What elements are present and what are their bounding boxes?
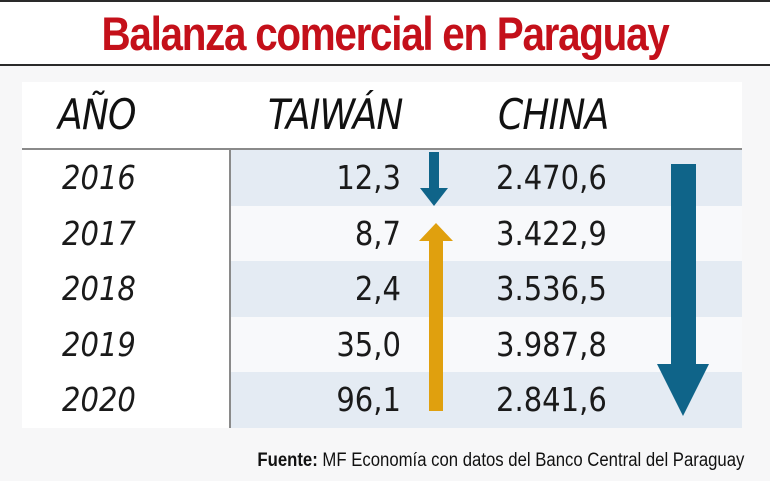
- table-row: 2017 8,7 3.422,9: [22, 205, 742, 262]
- china-cell: 2.841,6: [496, 380, 607, 420]
- china-cell: 3.536,5: [496, 269, 607, 309]
- taiwan-cell: 8,7: [354, 213, 401, 253]
- source-note: Fuente: MF Economía con datos del Banco …: [257, 450, 744, 472]
- year-cell: 2020: [62, 380, 136, 420]
- table-row: 2020 96,1 2.841,6: [22, 372, 742, 428]
- year-cell: 2017: [62, 213, 136, 253]
- column-header-taiwan: TAIWÁN: [268, 90, 403, 139]
- china-cell: 3.422,9: [496, 213, 607, 253]
- title-bar: Balanza comercial en Paraguay: [0, 0, 770, 66]
- arrow-up-icon: [419, 223, 453, 411]
- column-header-china: CHINA: [498, 90, 609, 139]
- source-text: MF Economía con datos del Banco Central …: [317, 450, 744, 471]
- page-title: Balanza comercial en Paraguay: [101, 7, 670, 60]
- source-label: Fuente:: [257, 450, 318, 471]
- taiwan-cell: 2,4: [354, 269, 401, 309]
- china-cell: 2.470,6: [496, 158, 607, 197]
- year-cell: 2018: [62, 269, 136, 309]
- arrow-down-icon: [420, 152, 448, 206]
- arrow-down-icon: [657, 164, 709, 416]
- taiwan-cell: 35,0: [336, 324, 401, 364]
- china-cell: 3.987,8: [496, 324, 607, 364]
- table-row: 2018 2,4 3.536,5: [22, 261, 742, 317]
- column-divider: [229, 150, 231, 428]
- header-divider: [22, 148, 742, 150]
- table-row: 2019 35,0 3.987,8: [22, 316, 742, 373]
- year-cell: 2016: [62, 158, 136, 197]
- year-cell: 2019: [62, 324, 136, 364]
- table-row: 2016 12,3 2.470,6: [22, 150, 742, 206]
- trade-balance-table: AÑO TAIWÁN CHINA 2016 12,3 2.470,6 2017 …: [22, 82, 742, 428]
- taiwan-cell: 96,1: [336, 380, 401, 420]
- taiwan-cell: 12,3: [336, 158, 401, 197]
- column-header-year: AÑO: [58, 90, 136, 139]
